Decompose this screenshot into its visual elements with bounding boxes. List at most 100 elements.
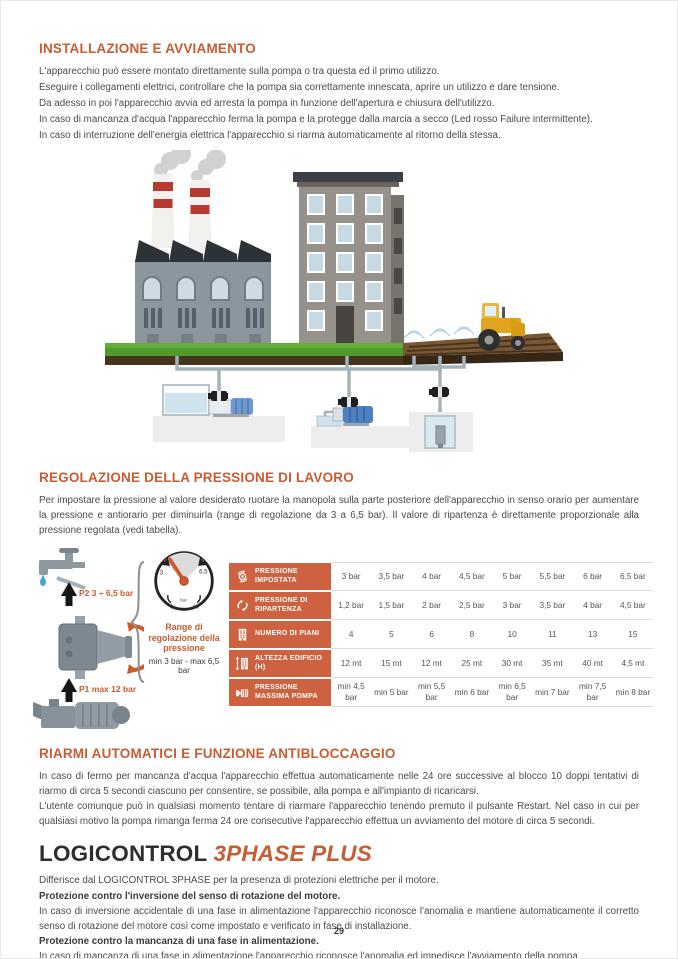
section-installazione: INSTALLAZIONE E AVVIAMENTO L'apparecchio… <box>39 41 639 144</box>
scene-svg <box>105 144 563 452</box>
pipe-segment <box>56 576 86 590</box>
pressure-table-cell: min 7 bar <box>532 678 573 707</box>
pressure-table-row: PRESSIONE DI RIPARTENZA 1,2 bar 1,5 bar 2 b… <box>229 591 653 620</box>
pressure-knob-icon <box>235 569 250 584</box>
gauge-tick-ten: 10 <box>192 604 198 610</box>
body-line: In caso di mancanza di una fase in alime… <box>39 951 581 959</box>
pressure-table-cell: 15 <box>612 620 653 649</box>
pressure-table-row: PRESSIONE IMPOSTATA 3 bar 3,5 bar 4 bar 4,5 … <box>229 562 653 591</box>
product-title: LOGICONTROL 3PHASE PLUS <box>39 841 639 867</box>
pressure-table-cell: 4,5 mt <box>612 649 653 678</box>
factory-building <box>135 240 271 343</box>
row-header-label: PRESSIONE DI RIPARTENZA <box>255 596 308 613</box>
pressure-table-cell: 6,5 bar <box>612 562 653 591</box>
pressure-table-cell: 5 <box>371 620 412 649</box>
pressure-table-cell: 3,5 bar <box>532 591 573 620</box>
pressure-table-cell: min 5,5 bar <box>411 678 452 707</box>
pressure-table-cell: 5 bar <box>492 562 533 591</box>
body-paragraph: In caso di fermo per mancanza d'acqua l'… <box>39 771 639 797</box>
pressure-table-cell: 40 mt <box>572 649 613 678</box>
pressure-table-row-header: PRESSIONE IMPOSTATA <box>229 563 331 590</box>
p1-pressure-label: P1 max 12 bar <box>79 684 137 694</box>
pressure-table-cell: 10 <box>492 620 533 649</box>
building-windows <box>307 194 383 331</box>
pressure-table-cell: 2 bar <box>411 591 452 620</box>
row-header-label: NUMERO DI PIANI <box>255 630 320 638</box>
control-devices <box>208 387 449 407</box>
pressure-table-cell: 1,5 bar <box>371 591 412 620</box>
body-paragraph: L'utente comunque può in qualsiasi momen… <box>39 801 639 827</box>
body-line: Da adesso in poi l'apparecchio avvia ed … <box>39 98 495 109</box>
pressure-table-cell: min 5 bar <box>371 678 412 707</box>
pressure-table-cell: min 6 bar <box>451 678 492 707</box>
pressure-table-row: ALTEZZA EDIFICIO (H) 12 mt 15 mt 12 mt 25 mt… <box>229 649 653 678</box>
building-floors-icon <box>235 627 250 642</box>
section-riarmi: RIARMI AUTOMATICI E FUNZIONE ANTIBLOCCAG… <box>39 746 639 829</box>
installation-scene-illustration <box>97 144 577 460</box>
pressure-table-cell: 25 mt <box>451 649 492 678</box>
pressure-range-gauge: 3 6,5 0 10 bar Range di regolazione dell… <box>143 548 225 675</box>
pressure-control-device <box>58 616 132 679</box>
pump-set-basin <box>316 406 373 427</box>
gauge-unit-label: bar <box>180 598 187 603</box>
pressure-table-cell: 4 <box>331 620 372 649</box>
pressure-table-cell: 8 <box>451 620 492 649</box>
pressure-table-row: PRESSIONE MASSIMA POMPA min 4,5 bar min 5 … <box>229 678 653 707</box>
pressure-table-cell: min 7,5 bar <box>572 678 613 707</box>
pressure-table-cell: 35 mt <box>532 649 573 678</box>
brace-decoration <box>130 561 145 683</box>
product-title-name: LOGICONTROL <box>39 841 208 866</box>
body-paragraph: In caso di inversione accidentale di una… <box>39 906 639 932</box>
pressure-table-row: NUMERO DI PIANI 4 5 6 8 10 11 13 15 <box>229 620 653 649</box>
pump-set-well <box>424 415 456 449</box>
pressure-table-cell: min 6,5 bar <box>492 678 533 707</box>
pressure-table-row-header: PRESSIONE MASSIMA POMPA <box>229 679 331 706</box>
pressure-table-cell: 12 mt <box>411 649 452 678</box>
row-header-label: PRESSIONE MASSIMA POMPA <box>255 683 318 700</box>
body-line: In caso di mancanza d'acqua l'apparecchi… <box>39 114 593 125</box>
building-door <box>336 306 354 343</box>
section-title-installazione: INSTALLAZIONE E AVVIAMENTO <box>39 41 256 56</box>
pump-set-tank <box>162 384 253 417</box>
section-logicontrol: LOGICONTROL 3PHASE PLUS Differisce dal LO… <box>39 841 639 959</box>
gauge-range-sector <box>164 552 204 581</box>
body-line: L'apparecchio può essere montato diretta… <box>39 66 440 77</box>
arrow-up-p1 <box>61 678 77 702</box>
water-drop-icon <box>40 574 46 586</box>
body-line: In caso di interruzione dell'energia ele… <box>39 130 501 141</box>
section-title-regolazione: REGOLAZIONE DELLA PRESSIONE DI LAVORO <box>39 470 354 485</box>
body-line: Eseguire i collegamenti elettrici, contr… <box>39 82 560 93</box>
pressure-table-cell: 3,5 bar <box>371 562 412 591</box>
row-header-label: ALTEZZA EDIFICIO (H) <box>255 654 323 671</box>
range-title: Range di regolazione della pressione <box>148 622 220 653</box>
pressure-table-cell: 30 mt <box>492 649 533 678</box>
pressure-table-cell: 12 mt <box>331 649 372 678</box>
floor-slabs <box>153 412 473 452</box>
pump-icon <box>235 685 250 700</box>
apartment-building <box>293 172 404 343</box>
section-title-riarmi: RIARMI AUTOMATICI E FUNZIONE ANTIBLOCCAG… <box>39 746 396 761</box>
p2-pressure-label: P2 3 ÷ 6,5 bar <box>79 588 134 598</box>
pressure-table-cell: 6 bar <box>572 562 613 591</box>
pressure-table-cell: min 4,5 bar <box>331 678 372 707</box>
page-number: 29 <box>333 926 344 936</box>
tractor <box>478 303 525 351</box>
pump-device-svg <box>33 548 156 729</box>
factory-chimneys <box>151 174 212 252</box>
pressure-table-row-header: PRESSIONE DI RIPARTENZA <box>229 592 331 619</box>
pressure-table-cell: 2,5 bar <box>451 591 492 620</box>
protection-heading: Protezione contro l'inversione del senso… <box>39 891 341 902</box>
pressure-table-cell: 4,5 bar <box>451 562 492 591</box>
pressure-table-cell: 13 <box>572 620 613 649</box>
pressure-table-cell: 4 bar <box>572 591 613 620</box>
protection-heading: Protezione contro la mancanza di una fas… <box>39 936 319 947</box>
pressure-table: PRESSIONE IMPOSTATA 3 bar 3,5 bar 4 bar 4,5 … <box>229 562 653 707</box>
pressure-table-row-header: ALTEZZA EDIFICIO (H) <box>229 650 331 677</box>
range-subtitle: min 3 bar - max 6,5 bar <box>148 656 220 675</box>
pressure-table-cell: 3 bar <box>492 591 533 620</box>
row-header-label: PRESSIONE IMPOSTATA <box>255 567 298 584</box>
gauge-tick-zero: 0 <box>170 604 173 610</box>
gauge-svg: 3 6,5 0 10 bar <box>154 551 214 611</box>
body-paragraph: Per impostare la pressione al valore des… <box>39 495 639 536</box>
